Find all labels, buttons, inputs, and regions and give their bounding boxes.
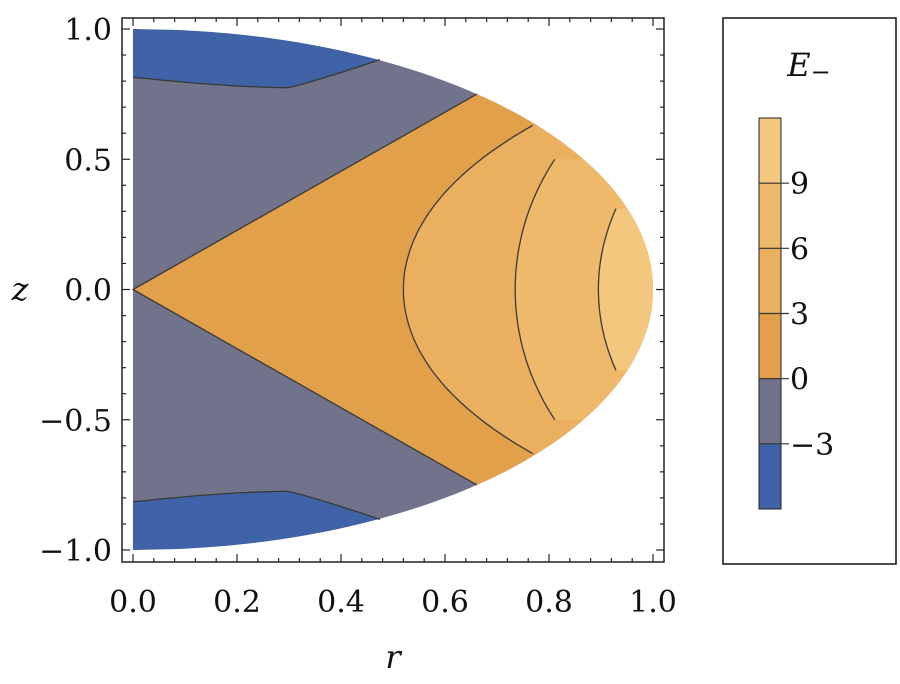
legend-swatch-minus3-to-0 [759, 378, 781, 444]
y-axis-label: z [11, 270, 30, 308]
y-tick-label: −1.0 [39, 534, 112, 569]
y-tick-label: 0.0 [64, 274, 112, 309]
legend-colorbar [759, 118, 781, 509]
y-tick-label: −0.5 [39, 404, 112, 439]
y-tick-labels: 1.0 0.5 0.0 −0.5 −1.0 [39, 13, 112, 569]
contour-lines [131, 58, 617, 521]
legend-swatch-below-minus3 [759, 443, 781, 509]
legend-tick-label: 6 [790, 232, 809, 267]
contour-line-3 [402, 124, 534, 455]
x-tick-label: 1.0 [629, 585, 677, 620]
legend-frame [722, 17, 897, 565]
x-tick-label: 0.6 [421, 585, 469, 620]
legend-tick-label: 9 [790, 167, 809, 202]
x-tick-labels: 0.0 0.2 0.4 0.6 0.8 1.0 [109, 585, 677, 620]
x-tick-label: 0.0 [109, 585, 157, 620]
region-below-minus3-top [133, 29, 380, 88]
contour-line-minus3-top [132, 58, 381, 89]
y-tick-label: 0.5 [64, 143, 112, 178]
region-below-minus3-bottom [133, 491, 380, 550]
x-axis-label: r [385, 638, 402, 676]
legend-swatch-3-to-6 [759, 248, 781, 314]
legend-ticks [759, 182, 789, 445]
legend-swatch-0-to-3 [759, 313, 781, 379]
legend-tick-label: 0 [790, 363, 809, 398]
contour-line-9 [597, 208, 617, 371]
contour-line-6 [514, 158, 556, 421]
axis-ticks [122, 18, 664, 562]
legend-swatch-above-9 [759, 118, 781, 184]
legend-tick-label: −3 [790, 428, 834, 463]
contour-regions [133, 29, 653, 550]
y-tick-label: 1.0 [64, 13, 112, 48]
legend-swatch-6-to-9 [759, 183, 781, 249]
legend-tick-label: 3 [790, 298, 809, 333]
region-above-9 [598, 208, 653, 371]
x-tick-label: 0.4 [317, 585, 365, 620]
contour-line-minus3-bottom [132, 490, 381, 521]
contour-line-0 [131, 93, 478, 486]
x-tick-label: 0.8 [525, 585, 573, 620]
legend: E− 9 6 3 0 −3 [722, 17, 897, 565]
x-tick-label: 0.2 [213, 585, 261, 620]
